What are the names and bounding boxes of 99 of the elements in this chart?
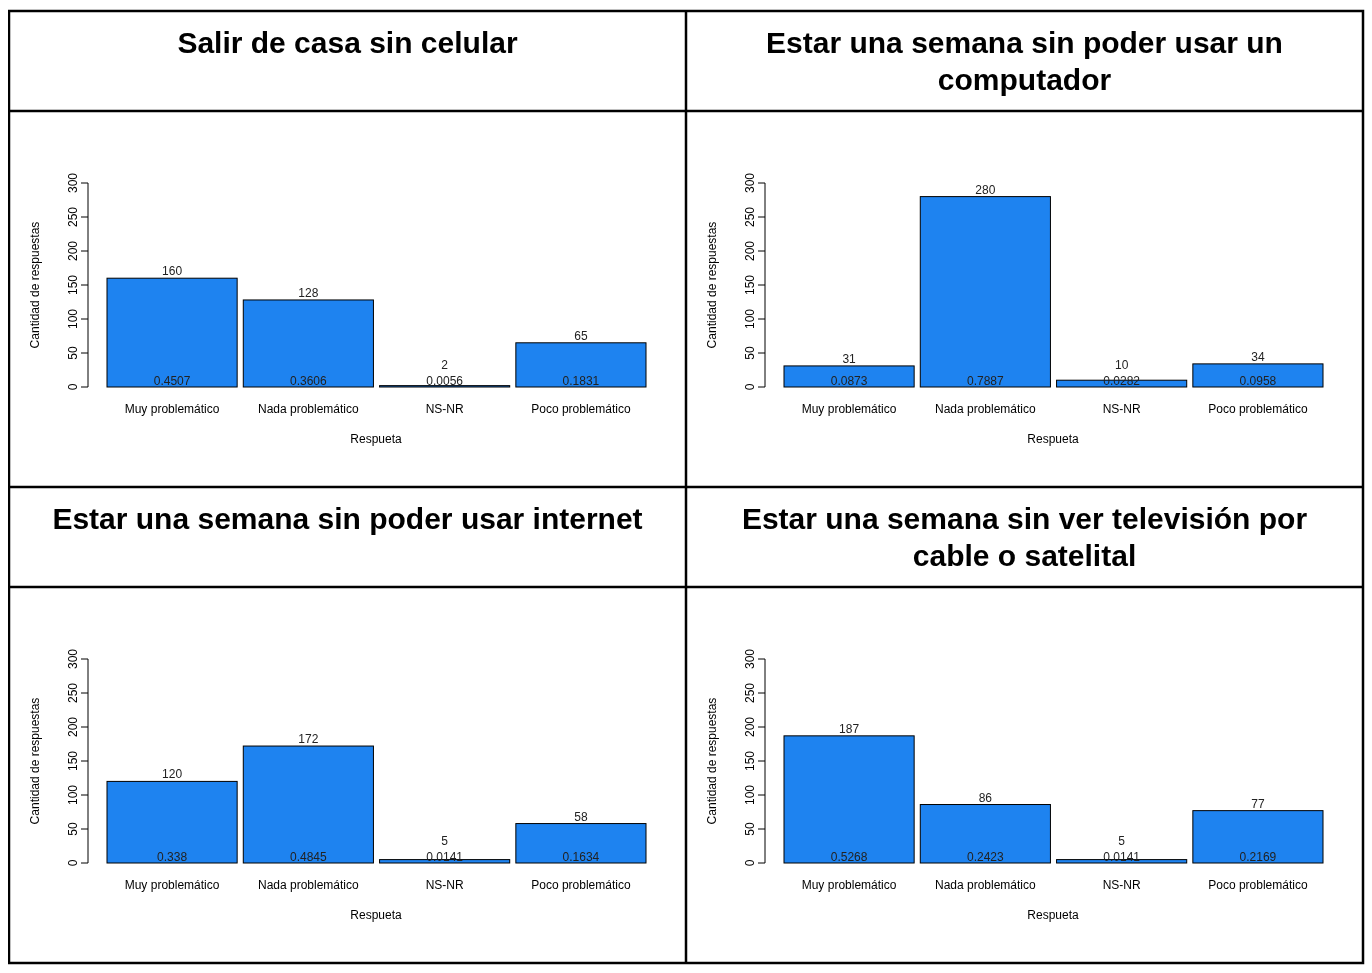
bar — [783, 735, 915, 864]
y-tick-label: 300 — [66, 172, 80, 194]
bar — [242, 745, 374, 864]
annotation: 0.0873 — [830, 374, 868, 388]
x-tick-label: Nada problemático — [934, 402, 1037, 416]
data-label: 160 — [162, 264, 183, 279]
y-tick-label: 100 — [743, 784, 757, 806]
x-tick-label: Muy problemático — [801, 878, 897, 892]
y-tick-label: 50 — [66, 346, 80, 360]
data-label: 187 — [839, 721, 860, 736]
annotation: 0.338 — [157, 850, 188, 864]
x-tick-label: Poco problemático — [1208, 878, 1308, 892]
chart-title: Estar una semana sin poder usar internet — [52, 502, 643, 535]
annotation: 0.1831 — [562, 374, 600, 388]
annotation: 0.1634 — [562, 850, 600, 864]
y-tick-label: 50 — [743, 822, 757, 836]
y-tick-label: 250 — [743, 682, 757, 704]
annotation: 0.3606 — [290, 374, 328, 388]
bar — [1192, 810, 1324, 864]
bar — [1056, 859, 1188, 864]
y-tick-label: 150 — [66, 274, 80, 296]
bar — [106, 277, 238, 388]
y-tick-label: 250 — [743, 206, 757, 228]
data-label: 31 — [842, 351, 857, 366]
y-tick-label: 150 — [66, 750, 80, 772]
data-label: 58 — [574, 809, 588, 824]
data-label: 2 — [441, 358, 449, 372]
bar — [783, 365, 915, 388]
y-tick-label: 0 — [66, 859, 80, 867]
y-tick-label: 300 — [743, 648, 757, 670]
y-tick-label: 50 — [743, 346, 757, 360]
x-tick-label: NS-NR — [425, 402, 464, 416]
annotation: 0.4507 — [153, 374, 191, 388]
annotation: 0.0958 — [1239, 374, 1277, 388]
data-label: 120 — [162, 767, 183, 782]
x-tick-label: Poco problemático — [1208, 402, 1308, 416]
data-label: 128 — [298, 285, 319, 300]
y-tick-label: 0 — [743, 859, 757, 867]
x-tick-label: Nada problemático — [934, 878, 1037, 892]
data-label: 5 — [441, 834, 449, 848]
x-tick-label: Muy problemático — [801, 402, 897, 416]
x-tick-label: NS-NR — [1102, 878, 1141, 892]
annotation: 0.0056 — [426, 374, 464, 388]
x-tick-label: Poco problemático — [531, 878, 631, 892]
x-tick-label: NS-NR — [425, 878, 464, 892]
data-label: 77 — [1251, 796, 1265, 811]
bar — [515, 823, 647, 864]
x-tick-label: Muy problemático — [124, 402, 220, 416]
bar — [515, 342, 647, 388]
data-label: 10 — [1114, 358, 1129, 372]
y-tick-label: 200 — [743, 240, 757, 262]
y-tick-label: 300 — [743, 172, 757, 194]
x-tick-label: Nada problemático — [257, 878, 360, 892]
y-tick-label: 250 — [66, 206, 80, 228]
chart-title: Salir de casa sin celular — [177, 26, 518, 59]
y-axis-title: Cantidad de respuestas — [705, 221, 719, 349]
y-tick-label: 0 — [66, 383, 80, 391]
bar — [919, 196, 1051, 388]
x-axis-title: Respueta — [350, 908, 403, 922]
y-tick-label: 150 — [743, 750, 757, 772]
data-label: 172 — [298, 732, 319, 747]
data-label: 86 — [978, 790, 993, 805]
bar — [1192, 363, 1324, 388]
x-tick-label: Poco problemático — [531, 402, 631, 416]
y-tick-label: 50 — [66, 822, 80, 836]
y-tick-label: 100 — [66, 784, 80, 806]
bar — [379, 859, 511, 864]
y-tick-label: 200 — [743, 716, 757, 738]
annotation: 0.7887 — [967, 374, 1005, 388]
bar — [242, 299, 374, 388]
annotation: 0.2423 — [967, 850, 1005, 864]
y-tick-label: 100 — [743, 308, 757, 330]
x-axis-title: Respueta — [1027, 908, 1080, 922]
data-label: 65 — [574, 328, 588, 343]
y-tick-label: 0 — [743, 383, 757, 391]
y-tick-label: 200 — [66, 240, 80, 262]
y-axis-title: Cantidad de respuestas — [28, 697, 42, 825]
data-label: 34 — [1251, 349, 1265, 364]
x-tick-label: NS-NR — [1102, 402, 1141, 416]
y-tick-label: 200 — [66, 716, 80, 738]
annotation: 0.5268 — [830, 850, 868, 864]
y-axis-title: Cantidad de respuestas — [28, 221, 42, 349]
bar — [106, 780, 238, 864]
y-tick-label: 100 — [66, 308, 80, 330]
y-tick-label: 150 — [743, 274, 757, 296]
x-axis-title: Respueta — [1027, 432, 1080, 446]
x-tick-label: Muy problemático — [124, 878, 220, 892]
x-axis-title: Respueta — [350, 432, 403, 446]
chart-title: Estar una semana sin poder usar un computador — [766, 26, 1283, 96]
data-label: 280 — [975, 182, 996, 197]
y-tick-label: 300 — [66, 648, 80, 670]
chart-title: Estar una semana sin ver televisión por cable o satelital — [741, 502, 1308, 572]
y-tick-label: 250 — [66, 682, 80, 704]
data-label: 5 — [1118, 834, 1126, 848]
y-axis-title: Cantidad de respuestas — [705, 697, 719, 825]
x-tick-label: Nada problemático — [257, 402, 360, 416]
bar — [919, 804, 1051, 864]
annotation: 0.4845 — [290, 850, 328, 864]
annotation: 0.2169 — [1239, 850, 1277, 864]
